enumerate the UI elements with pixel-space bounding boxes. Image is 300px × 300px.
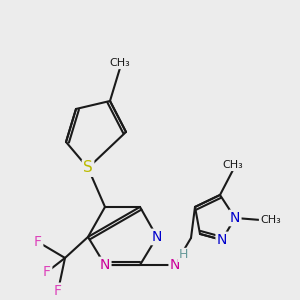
Text: CH₃: CH₃: [260, 215, 281, 225]
Text: N: N: [230, 211, 240, 225]
Text: F: F: [43, 265, 51, 279]
Text: N: N: [217, 233, 227, 247]
Text: CH₃: CH₃: [223, 160, 243, 170]
Text: CH₃: CH₃: [110, 58, 130, 68]
Text: F: F: [54, 284, 62, 298]
Text: N: N: [152, 230, 162, 244]
Text: F: F: [34, 235, 42, 249]
Text: S: S: [83, 160, 93, 175]
Text: N: N: [170, 258, 180, 272]
Text: H: H: [178, 248, 188, 261]
Text: N: N: [100, 258, 110, 272]
